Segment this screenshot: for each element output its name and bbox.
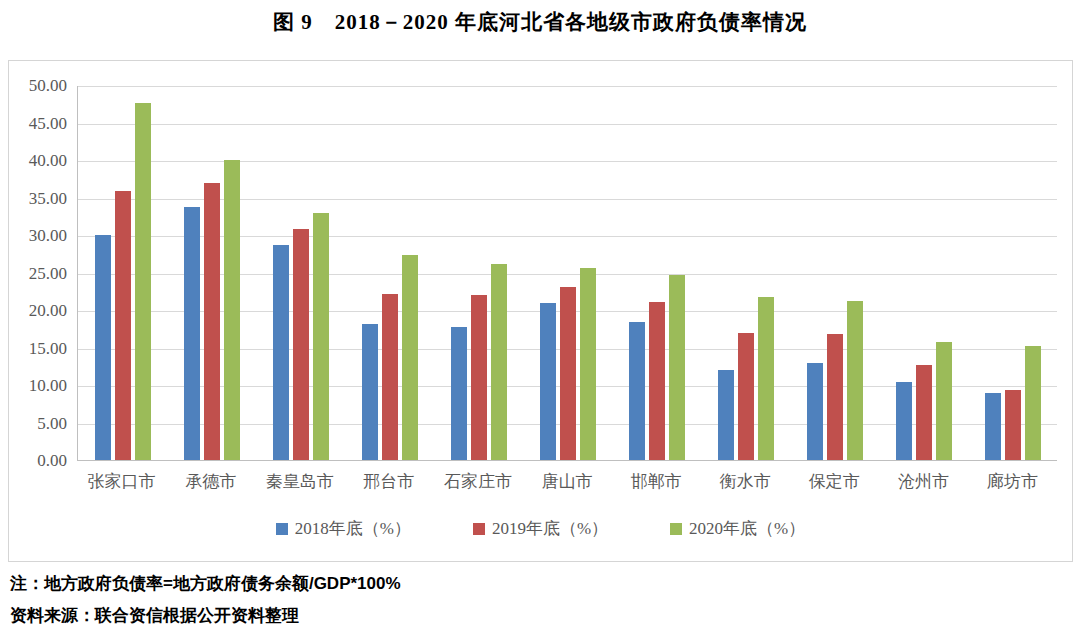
bar-group xyxy=(256,86,345,460)
figure-title: 图 9 2018－2020 年底河北省各地级市政府负债率情况 xyxy=(0,8,1080,36)
x-category-label: 邯郸市 xyxy=(612,470,701,493)
bar xyxy=(491,264,507,461)
bar xyxy=(847,301,863,460)
bar xyxy=(540,303,556,461)
figure-page: 图 9 2018－2020 年底河北省各地级市政府负债率情况 0.00 5.00 1… xyxy=(0,0,1080,639)
legend-label: 2020年底（%） xyxy=(689,517,805,540)
y-tick-label: 0.00 xyxy=(9,451,67,471)
bar-group xyxy=(345,86,434,460)
y-tick-label: 25.00 xyxy=(9,264,67,284)
legend-label: 2018年底（%） xyxy=(295,517,411,540)
x-category-label: 邢台市 xyxy=(344,470,433,493)
x-category-label: 衡水市 xyxy=(701,470,790,493)
bar-group xyxy=(167,86,256,460)
legend-marker xyxy=(670,523,682,535)
bar xyxy=(985,393,1001,461)
bar xyxy=(313,213,329,461)
bar xyxy=(649,302,665,460)
bar-group xyxy=(701,86,790,460)
bar xyxy=(896,382,912,460)
chart-container: 0.00 5.00 10.00 15.00 20.00 25.00 30.00 35.00 40… xyxy=(8,60,1073,562)
x-axis-labels: 张家口市承德市秦皇岛市邢台市石家庄市唐山市邯郸市衡水市保定市沧州市廊坊市 xyxy=(77,470,1057,493)
bar xyxy=(471,295,487,460)
x-category-label: 秦皇岛市 xyxy=(255,470,344,493)
bar-group xyxy=(612,86,701,460)
bar xyxy=(204,183,220,460)
bar-group xyxy=(879,86,968,460)
bar-groups xyxy=(78,86,1057,460)
bar xyxy=(560,287,576,460)
y-tick-label: 50.00 xyxy=(9,76,67,96)
x-category-label: 唐山市 xyxy=(522,470,611,493)
bar xyxy=(827,334,843,460)
x-category-label: 张家口市 xyxy=(77,470,166,493)
y-tick-label: 40.00 xyxy=(9,151,67,171)
bar xyxy=(738,333,754,460)
bar xyxy=(362,324,378,460)
y-axis-labels: 0.005.0010.0015.0020.0025.0030.0035.0040… xyxy=(9,86,67,461)
x-category-label: 保定市 xyxy=(790,470,879,493)
bar xyxy=(718,370,734,460)
legend-item: 2020年底（%） xyxy=(670,517,805,540)
bar xyxy=(184,207,200,460)
bar-group xyxy=(434,86,523,460)
y-tick-label: 10.00 xyxy=(9,376,67,396)
bar xyxy=(451,327,467,460)
y-tick-label: 20.00 xyxy=(9,301,67,321)
bar xyxy=(402,255,418,461)
bar xyxy=(115,191,131,460)
bar xyxy=(95,235,111,460)
note-formula: 注：地方政府负债率=地方政府债务余额/GDP*100% xyxy=(10,572,401,595)
y-tick-label: 15.00 xyxy=(9,339,67,359)
bar-group xyxy=(790,86,879,460)
x-category-label: 沧州市 xyxy=(879,470,968,493)
bar xyxy=(916,365,932,460)
bar xyxy=(273,245,289,460)
bar xyxy=(669,275,685,460)
x-category-label: 承德市 xyxy=(166,470,255,493)
bar xyxy=(382,294,398,461)
y-tick-label: 45.00 xyxy=(9,114,67,134)
bar xyxy=(293,229,309,460)
legend: 2018年底（%） 2019年底（%） 2020年底（%） xyxy=(9,517,1072,540)
bar xyxy=(758,297,774,461)
bar xyxy=(135,103,151,460)
legend-label: 2019年底（%） xyxy=(492,517,608,540)
bar xyxy=(629,322,645,460)
legend-marker xyxy=(276,523,288,535)
bar xyxy=(224,160,240,460)
y-tick-label: 35.00 xyxy=(9,189,67,209)
y-tick-label: 30.00 xyxy=(9,226,67,246)
legend-item: 2019年底（%） xyxy=(473,517,608,540)
bar-group xyxy=(968,86,1057,460)
bar-group xyxy=(523,86,612,460)
bar-group xyxy=(78,86,167,460)
bar xyxy=(807,363,823,461)
bar xyxy=(936,342,952,460)
note-source: 资料来源：联合资信根据公开资料整理 xyxy=(10,604,299,627)
bar xyxy=(580,268,596,460)
y-tick-label: 5.00 xyxy=(9,414,67,434)
bar xyxy=(1005,390,1021,461)
x-category-label: 廊坊市 xyxy=(968,470,1057,493)
x-category-label: 石家庄市 xyxy=(433,470,522,493)
bar xyxy=(1025,346,1041,460)
plot-area xyxy=(77,86,1057,461)
legend-marker xyxy=(473,523,485,535)
legend-item: 2018年底（%） xyxy=(276,517,411,540)
